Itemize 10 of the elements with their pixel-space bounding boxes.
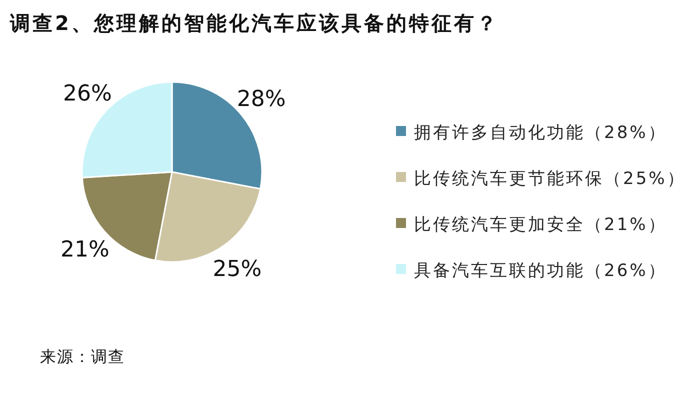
- data-label: 26%: [62, 82, 112, 107]
- data-label: 25%: [212, 256, 262, 282]
- source-note: 来源：调查: [40, 347, 125, 366]
- data-label: 28%: [236, 87, 286, 112]
- legend-label: 具备汽车互联的功能（26%）: [414, 261, 667, 281]
- legend-label: 比传统汽车更节能环保（25%）: [414, 169, 686, 189]
- legend-label: 比传统汽车更加安全（21%）: [414, 215, 667, 235]
- legend-label: 拥有许多自动化功能（28%）: [414, 123, 667, 143]
- data-label: 21%: [60, 238, 110, 263]
- chart-title: 调查2、您理解的智能化汽车应该具备的特征有？: [9, 11, 499, 35]
